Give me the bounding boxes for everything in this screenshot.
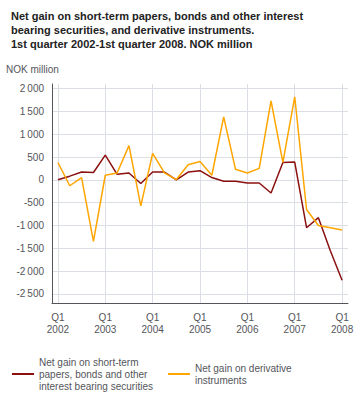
svg-text:bearing securities, and deriva: bearing securities, and derivative instr… [11, 24, 254, 36]
svg-text:-500: -500 [24, 197, 44, 208]
svg-text:Q1: Q1 [51, 312, 65, 323]
svg-text:-1 000: -1 000 [16, 220, 44, 231]
svg-text:2 000: 2 000 [20, 83, 45, 94]
svg-text:Q1: Q1 [99, 312, 113, 323]
svg-text:2003: 2003 [94, 324, 117, 335]
svg-text:Q1: Q1 [335, 312, 349, 323]
svg-text:2008: 2008 [331, 324, 354, 335]
svg-text:2004: 2004 [142, 324, 165, 335]
svg-text:2005: 2005 [189, 324, 212, 335]
svg-text:Net gain on derivative: Net gain on derivative [195, 363, 292, 374]
svg-text:1st quarter 2002-1st quarter 2: 1st quarter 2002-1st quarter 2008. NOK m… [11, 38, 253, 50]
svg-text:0: 0 [38, 174, 44, 185]
svg-text:2002: 2002 [47, 324, 70, 335]
svg-text:-1 500: -1 500 [16, 243, 44, 254]
svg-text:interest bearing securities: interest bearing securities [39, 381, 153, 392]
svg-text:1 500: 1 500 [20, 106, 45, 117]
svg-text:Net gain on short-term: Net gain on short-term [39, 357, 139, 368]
svg-text:Q1: Q1 [193, 312, 207, 323]
svg-text:Net gain on short-term papers,: Net gain on short-term papers, bonds and… [11, 10, 303, 22]
svg-text:Q1: Q1 [241, 312, 255, 323]
svg-text:papers, bonds and other: papers, bonds and other [39, 369, 148, 380]
svg-text:-2 000: -2 000 [16, 266, 44, 277]
svg-text:Q1: Q1 [146, 312, 160, 323]
svg-text:1 000: 1 000 [20, 129, 45, 140]
svg-text:Q1: Q1 [288, 312, 302, 323]
svg-text:2007: 2007 [284, 324, 307, 335]
svg-text:NOK million: NOK million [6, 64, 59, 75]
svg-text:2006: 2006 [236, 324, 259, 335]
svg-text:-2 500: -2 500 [16, 288, 44, 299]
svg-text:instruments: instruments [195, 375, 247, 386]
svg-text:500: 500 [27, 152, 44, 163]
